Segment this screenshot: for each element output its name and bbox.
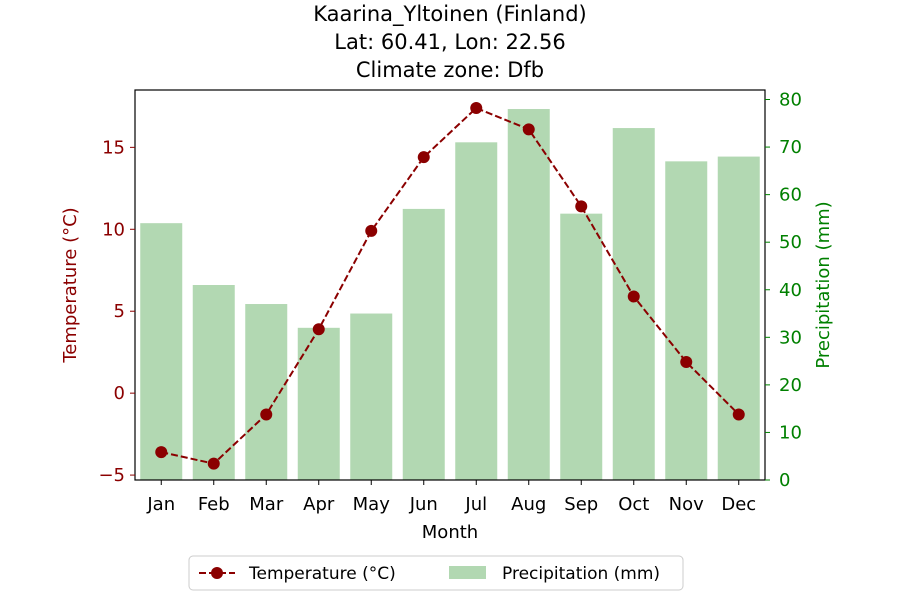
chart-title: Kaarina_Yltoinen (Finland) Lat: 60.41, Lo… [313, 2, 587, 82]
temp-point-feb [207, 457, 220, 470]
axes: Jan Feb Mar Apr May Jun Jul Aug Sep Oct Nov Dec Mont… [60, 89, 834, 543]
x-tick-label-nov: Nov [669, 494, 704, 515]
right-tick-label: 40 [779, 280, 802, 301]
title-line-2: Lat: 60.41, Lon: 22.56 [334, 30, 565, 54]
plot-frame [134, 89, 766, 481]
precip-bar-apr [297, 327, 340, 480]
temperature-line [155, 102, 745, 470]
right-tick-label: 0 [779, 470, 790, 491]
temp-point-dec [732, 408, 745, 421]
x-tick-label-mar: Mar [249, 494, 284, 515]
legend-temp-label: Temperature (°C) [248, 564, 396, 584]
x-tick-label-sep: Sep [564, 494, 598, 515]
x-tick-label-apr: Apr [303, 494, 335, 515]
precip-bar-jul [455, 142, 498, 480]
temp-point-nov [680, 356, 693, 369]
precip-bar-feb [192, 285, 235, 480]
temp-point-mar [260, 408, 273, 421]
temp-point-oct [627, 290, 640, 303]
precip-bar-jun [402, 208, 445, 480]
temp-point-jan [155, 446, 168, 459]
right-axis-label: Precipitation (mm) [813, 201, 834, 368]
right-tick-label: 50 [779, 232, 802, 253]
temperature-series-line [161, 106, 740, 465]
right-tick-label: 70 [779, 137, 802, 158]
right-tick-label: 10 [779, 422, 802, 443]
x-tick-label-may: May [353, 494, 391, 515]
temp-point-may [365, 224, 378, 237]
left-tick-label: 10 [102, 219, 125, 240]
x-tick-label-oct: Oct [618, 494, 649, 515]
x-tick-label-aug: Aug [511, 494, 546, 515]
x-tick-label-dec: Dec [721, 494, 756, 515]
legend-precip-swatch [449, 566, 486, 579]
precip-bar-aug [507, 109, 550, 481]
precip-bar-may [350, 313, 393, 480]
precip-bar-sep [560, 213, 603, 480]
left-axis-label: Temperature (°C) [60, 207, 81, 363]
right-tick-label: 60 [779, 185, 802, 206]
legend-box [188, 555, 684, 591]
left-tick-label: 5 [114, 301, 125, 322]
temp-point-aug [522, 123, 535, 136]
legend-precip-label: Precipitation (mm) [502, 564, 660, 584]
precip-bar-nov [665, 161, 708, 480]
temp-point-jun [417, 151, 430, 164]
precip-bar-jan [140, 223, 183, 481]
title-line-3: Climate zone: Dfb [356, 58, 544, 82]
legend: Temperature (°C) Precipitation (mm) [188, 555, 684, 591]
legend-temp-marker [211, 567, 223, 579]
title-line-1: Kaarina_Yltoinen (Finland) [313, 2, 587, 27]
temp-point-jul [470, 102, 483, 115]
left-tick-label: 15 [102, 137, 125, 158]
right-tick-label: 80 [779, 90, 802, 111]
temp-point-sep [575, 200, 588, 213]
precip-bar-dec [717, 156, 760, 480]
temp-point-apr [312, 323, 325, 336]
x-axis-label: Month [422, 522, 478, 543]
x-tick-label-feb: Feb [198, 494, 230, 515]
right-tick-label: 30 [779, 327, 802, 348]
precipitation-bars [140, 109, 760, 481]
left-tick-label: −5 [98, 465, 125, 486]
precip-bar-oct [612, 128, 655, 481]
right-tick-label: 20 [779, 375, 802, 396]
x-tick-label-jan: Jan [146, 494, 175, 515]
x-tick-label-jul: Jul [464, 494, 487, 515]
x-tick-label-jun: Jun [409, 494, 438, 515]
left-tick-label: 0 [114, 383, 125, 404]
